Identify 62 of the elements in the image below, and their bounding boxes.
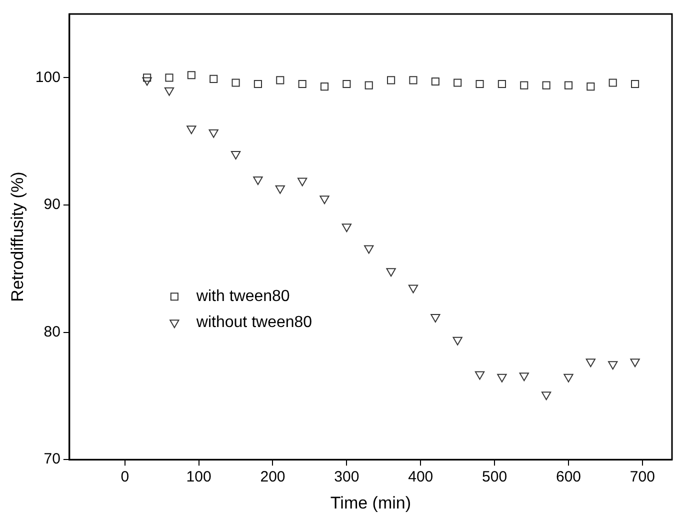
x-tick-label: 500: [482, 468, 508, 486]
x-tick-label: 700: [630, 468, 655, 486]
y-tick-label: 90: [44, 196, 60, 214]
x-axis-title: Time (min): [330, 493, 412, 512]
y-tick-label: 80: [44, 323, 60, 340]
point: [276, 76, 284, 84]
point: [187, 71, 196, 80]
point: [608, 78, 617, 87]
point: [164, 87, 174, 96]
point: [232, 78, 240, 87]
point: [253, 176, 263, 186]
legend-label: with tween80: [195, 288, 290, 306]
point: [452, 336, 462, 346]
x-tick-label: 600: [556, 468, 582, 486]
point: [498, 80, 506, 88]
point: [320, 82, 329, 91]
point: [320, 196, 330, 204]
point: [474, 371, 485, 380]
point: [297, 178, 308, 186]
point: [208, 129, 218, 138]
point: [454, 78, 462, 87]
point: [342, 224, 352, 232]
point: [564, 81, 573, 90]
point: [165, 74, 174, 82]
point: [186, 126, 196, 134]
point: [409, 76, 418, 84]
point: [608, 361, 618, 370]
point: [586, 82, 595, 91]
point: [564, 374, 574, 382]
point: [210, 74, 218, 83]
point: [142, 77, 152, 86]
point: [230, 151, 241, 160]
x-tick-label: 100: [186, 468, 212, 486]
x-tick-label: 200: [260, 468, 286, 486]
point: [298, 80, 306, 88]
x-tick-label: 400: [408, 468, 434, 486]
point: [630, 358, 640, 368]
point: [630, 80, 640, 88]
point: [387, 76, 396, 84]
y-tick-label: 70: [44, 450, 60, 468]
point: [143, 74, 152, 82]
point: [586, 358, 596, 368]
point: [476, 80, 484, 88]
point: [364, 245, 374, 254]
point: [520, 81, 528, 90]
point: [364, 81, 373, 90]
point: [342, 80, 351, 88]
point: [497, 374, 507, 382]
y-tick-label: 100: [35, 68, 60, 86]
point: [386, 268, 396, 277]
point: [542, 81, 550, 90]
point: [254, 80, 262, 88]
y-axis-title: Retrodiffusity (%): [8, 172, 27, 302]
x-tick-label: 300: [334, 468, 360, 486]
point: [408, 284, 418, 294]
point: [275, 185, 285, 194]
point: [430, 314, 440, 323]
x-tick-label: 0: [120, 468, 130, 486]
point: [519, 372, 529, 382]
point: [541, 392, 552, 400]
point: [431, 77, 440, 86]
legend-label: without tween80: [195, 314, 312, 332]
